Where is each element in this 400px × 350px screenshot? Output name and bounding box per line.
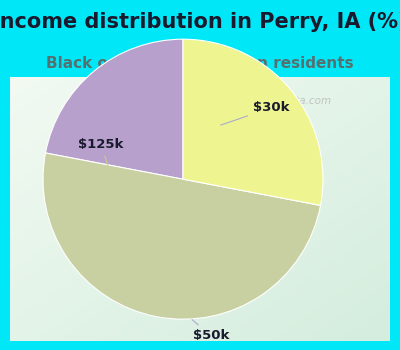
Wedge shape <box>43 153 320 319</box>
Text: $125k: $125k <box>78 138 123 165</box>
Wedge shape <box>183 39 323 205</box>
Wedge shape <box>46 39 183 179</box>
Text: $50k: $50k <box>192 320 229 343</box>
Text: Black or African American residents: Black or African American residents <box>46 56 354 71</box>
Text: $30k: $30k <box>221 101 290 125</box>
Text: Income distribution in Perry, IA (%): Income distribution in Perry, IA (%) <box>0 12 400 32</box>
Text: City-Data.com: City-Data.com <box>258 96 332 106</box>
